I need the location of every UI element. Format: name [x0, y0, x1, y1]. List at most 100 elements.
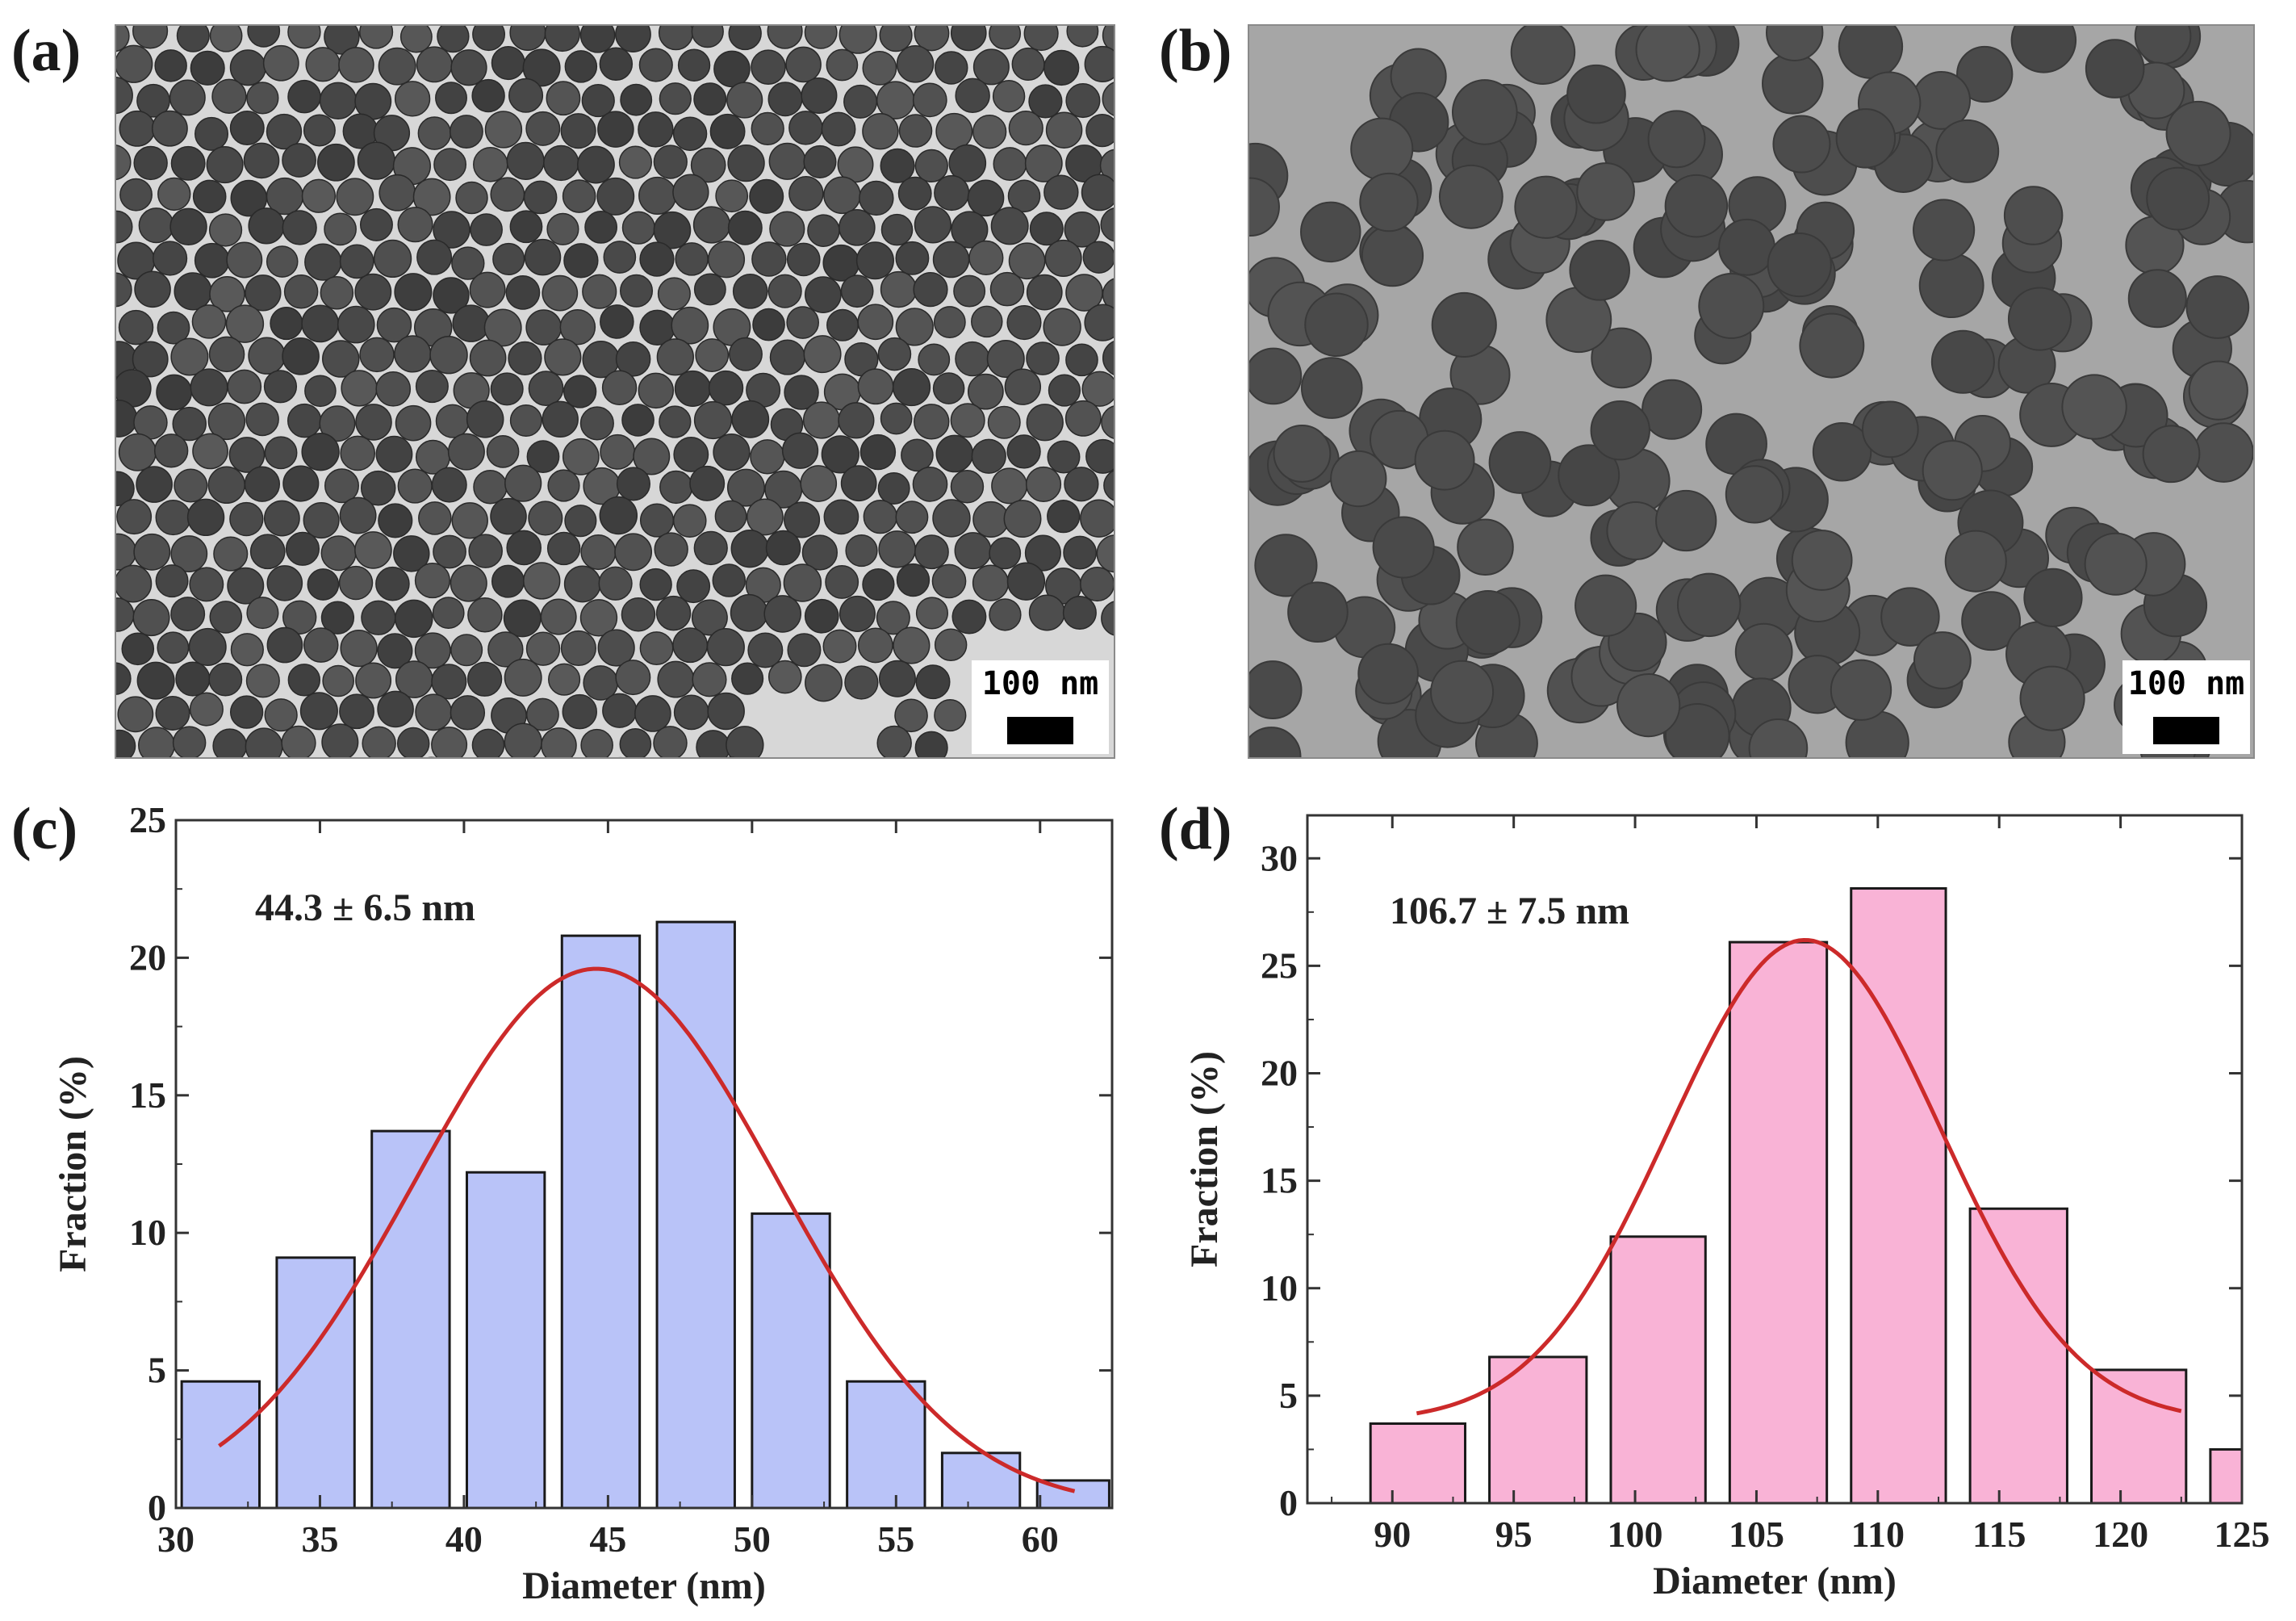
particle: [863, 499, 897, 534]
tem-image-a-texture: [116, 26, 1114, 757]
particle: [1043, 174, 1079, 210]
particle: [340, 435, 376, 471]
particle: [244, 466, 281, 502]
particle: [546, 531, 581, 566]
particle: [879, 26, 913, 52]
particle: [486, 435, 520, 468]
particle: [653, 211, 692, 249]
particle: [504, 723, 542, 757]
y-tick-label-c-20: 20: [129, 936, 166, 978]
particle: [174, 272, 212, 311]
particle: [153, 241, 188, 276]
bar-d-8: [2209, 1447, 2244, 1505]
particle: [2019, 665, 2085, 731]
particle: [304, 375, 337, 408]
particle: [1913, 199, 1976, 262]
panel-label-c: (c): [11, 796, 78, 862]
bar-c-7: [751, 1212, 831, 1510]
particle: [1664, 174, 1729, 238]
particle: [1835, 108, 1897, 169]
particle: [1510, 26, 1576, 85]
particle: [862, 568, 895, 601]
particle: [1024, 534, 1061, 572]
particle: [564, 50, 598, 83]
x-tick-label-c-30: 30: [157, 1518, 194, 1560]
mean-annotation-c: 44.3 ± 6.5 nm: [255, 886, 475, 929]
particle: [913, 272, 948, 308]
particle: [190, 50, 225, 86]
particle: [967, 179, 1005, 217]
particle: [1024, 144, 1063, 182]
particle: [562, 438, 600, 475]
particle: [674, 370, 711, 407]
particle: [1101, 405, 1114, 439]
particle: [119, 110, 156, 147]
particle: [504, 658, 542, 697]
particle: [1357, 643, 1419, 705]
particle: [801, 534, 839, 571]
particle: [786, 242, 821, 277]
y-tick-label-d-15: 15: [1261, 1160, 1298, 1201]
particle: [359, 337, 395, 373]
particle: [118, 433, 157, 471]
particle: [287, 664, 321, 697]
particle: [262, 44, 299, 82]
particle: [621, 597, 656, 632]
particle: [303, 627, 339, 663]
particle: [621, 404, 655, 437]
x-tick-label-c-35: 35: [301, 1518, 338, 1560]
particle: [281, 725, 316, 757]
y-tick-label-d-10: 10: [1261, 1267, 1298, 1309]
particle: [784, 501, 821, 538]
y-tick-label-d-5: 5: [1279, 1375, 1298, 1416]
particle: [319, 405, 356, 442]
particle: [505, 274, 541, 310]
particle: [375, 566, 410, 601]
particle: [484, 111, 523, 149]
scale-box-b: 100 nm: [2122, 660, 2250, 754]
particle: [394, 81, 431, 117]
histogram-chart-d: 90 95 100 105 110 115 120 125 0 5 10 15 20 25 30 Diamet…: [1183, 814, 2270, 1602]
particle: [968, 240, 1004, 275]
particle: [895, 308, 934, 346]
particle: [1514, 175, 1578, 239]
particle: [490, 177, 525, 212]
particle: [726, 82, 763, 119]
particle: [469, 271, 506, 308]
particle: [1081, 174, 1114, 212]
particle: [1011, 47, 1045, 82]
y-tick-label-c-15: 15: [129, 1074, 166, 1116]
particle: [767, 26, 803, 49]
particle: [1102, 82, 1114, 116]
particle: [989, 271, 1025, 307]
particle: [893, 626, 931, 664]
particle: [1767, 232, 1832, 298]
particle: [915, 664, 951, 700]
particle: [157, 177, 191, 212]
particle: [634, 695, 671, 732]
particle: [467, 597, 503, 633]
particle: [1361, 224, 1424, 287]
particle: [301, 178, 337, 213]
particle: [508, 341, 542, 375]
particle: [1748, 718, 1809, 757]
particle: [285, 531, 320, 566]
bar-c-5: [560, 934, 642, 1510]
particle: [213, 536, 249, 572]
particle: [133, 145, 168, 181]
particle: [563, 565, 601, 603]
particle: [951, 211, 989, 249]
particle: [1008, 111, 1043, 146]
y-tick-label-d-20: 20: [1261, 1053, 1298, 1094]
particle: [266, 245, 299, 278]
particle: [728, 337, 763, 371]
particle: [337, 305, 375, 344]
particle: [950, 470, 985, 504]
particle: [544, 338, 582, 376]
particle: [340, 629, 378, 668]
particle: [192, 179, 227, 214]
particle: [877, 471, 910, 505]
particle: [1287, 581, 1349, 643]
particle: [914, 534, 949, 570]
particle: [209, 601, 243, 634]
